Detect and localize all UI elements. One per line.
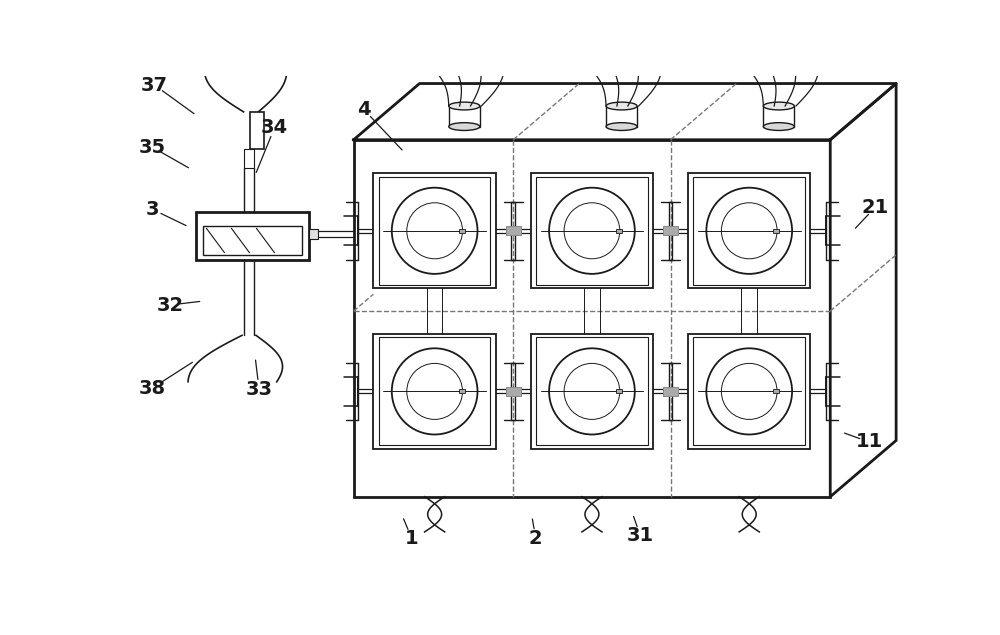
Polygon shape (830, 84, 896, 497)
Ellipse shape (763, 123, 794, 130)
Bar (773, 229, 779, 233)
Bar (250, 112, 264, 149)
Polygon shape (354, 84, 896, 140)
Text: 31: 31 (627, 526, 654, 545)
Bar (449, 106, 480, 126)
Text: 21: 21 (862, 197, 889, 217)
Ellipse shape (606, 102, 637, 110)
Ellipse shape (564, 203, 620, 259)
Bar (616, 389, 622, 393)
Ellipse shape (392, 188, 478, 274)
Text: 35: 35 (139, 138, 166, 157)
Bar (354, 140, 830, 497)
Bar (379, 337, 490, 445)
Text: 34: 34 (261, 118, 288, 137)
Ellipse shape (549, 349, 635, 434)
Text: 2: 2 (529, 529, 543, 548)
Text: 33: 33 (246, 380, 273, 399)
Text: 11: 11 (855, 432, 883, 451)
Bar (693, 177, 805, 285)
Text: 1: 1 (405, 529, 419, 548)
Ellipse shape (407, 363, 463, 419)
Bar (506, 387, 521, 396)
Bar (373, 173, 496, 288)
Bar (606, 106, 637, 126)
Ellipse shape (606, 123, 637, 130)
Ellipse shape (549, 188, 635, 274)
Bar (536, 337, 648, 445)
Bar (773, 389, 779, 393)
Bar (309, 229, 318, 239)
Ellipse shape (564, 363, 620, 419)
Bar (531, 173, 653, 288)
Bar (459, 229, 465, 233)
Bar (536, 177, 648, 285)
Bar (763, 106, 794, 126)
Text: 37: 37 (141, 76, 168, 95)
Bar (244, 149, 254, 168)
Bar (202, 226, 302, 255)
Bar (379, 177, 490, 285)
Text: 3: 3 (145, 199, 159, 218)
Bar (688, 334, 810, 449)
Bar (506, 227, 521, 235)
Bar (373, 334, 496, 449)
Bar (531, 334, 653, 449)
Text: 38: 38 (139, 378, 166, 398)
Ellipse shape (706, 188, 792, 274)
Ellipse shape (392, 349, 478, 434)
Bar (663, 387, 678, 396)
Bar (459, 389, 465, 393)
Ellipse shape (449, 123, 480, 130)
Bar (688, 173, 810, 288)
Bar (693, 337, 805, 445)
Bar (616, 229, 622, 233)
Ellipse shape (763, 102, 794, 110)
Text: 32: 32 (156, 295, 184, 314)
Ellipse shape (449, 102, 480, 110)
Ellipse shape (706, 349, 792, 434)
Bar (663, 227, 678, 235)
Text: 4: 4 (357, 100, 371, 119)
Ellipse shape (407, 203, 463, 259)
Ellipse shape (721, 203, 777, 259)
Ellipse shape (721, 363, 777, 419)
Bar (196, 212, 309, 260)
